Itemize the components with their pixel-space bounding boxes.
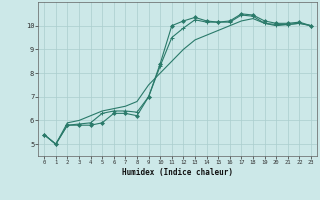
X-axis label: Humidex (Indice chaleur): Humidex (Indice chaleur) bbox=[122, 168, 233, 177]
